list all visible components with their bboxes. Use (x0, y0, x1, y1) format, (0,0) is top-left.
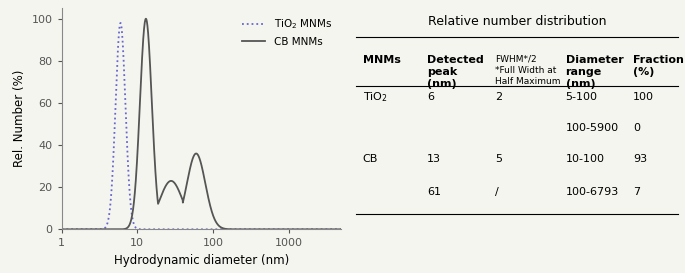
Y-axis label: Rel. Number (%): Rel. Number (%) (13, 70, 26, 167)
Text: Detected
peak
(nm): Detected peak (nm) (427, 55, 484, 90)
Text: 7: 7 (633, 187, 640, 197)
Text: 100-5900: 100-5900 (566, 123, 619, 133)
Text: MNMs: MNMs (363, 55, 401, 65)
Text: 61: 61 (427, 187, 441, 197)
Text: 93: 93 (633, 153, 647, 164)
Text: TiO$_2$: TiO$_2$ (363, 90, 388, 103)
Text: 10-100: 10-100 (566, 153, 605, 164)
Text: Relative number distribution: Relative number distribution (428, 15, 606, 28)
Text: /: / (495, 187, 499, 197)
Text: 6: 6 (427, 92, 434, 102)
Text: 100-6793: 100-6793 (566, 187, 619, 197)
Text: Diameter
range
(nm): Diameter range (nm) (566, 55, 623, 90)
Text: 5: 5 (495, 153, 502, 164)
Text: 100: 100 (633, 92, 654, 102)
Text: 2: 2 (495, 92, 502, 102)
Legend: TiO$_2$ MNMs, CB MNMs: TiO$_2$ MNMs, CB MNMs (238, 13, 336, 51)
X-axis label: Hydrodynamic diameter (nm): Hydrodynamic diameter (nm) (114, 254, 289, 267)
Text: 5-100: 5-100 (566, 92, 597, 102)
Text: 13: 13 (427, 153, 441, 164)
Text: FWHM*/2
*Full Width at
Half Maximum: FWHM*/2 *Full Width at Half Maximum (495, 55, 560, 86)
Text: CB: CB (363, 153, 378, 164)
Text: Fraction
(%): Fraction (%) (633, 55, 684, 77)
Text: 0: 0 (633, 123, 640, 133)
